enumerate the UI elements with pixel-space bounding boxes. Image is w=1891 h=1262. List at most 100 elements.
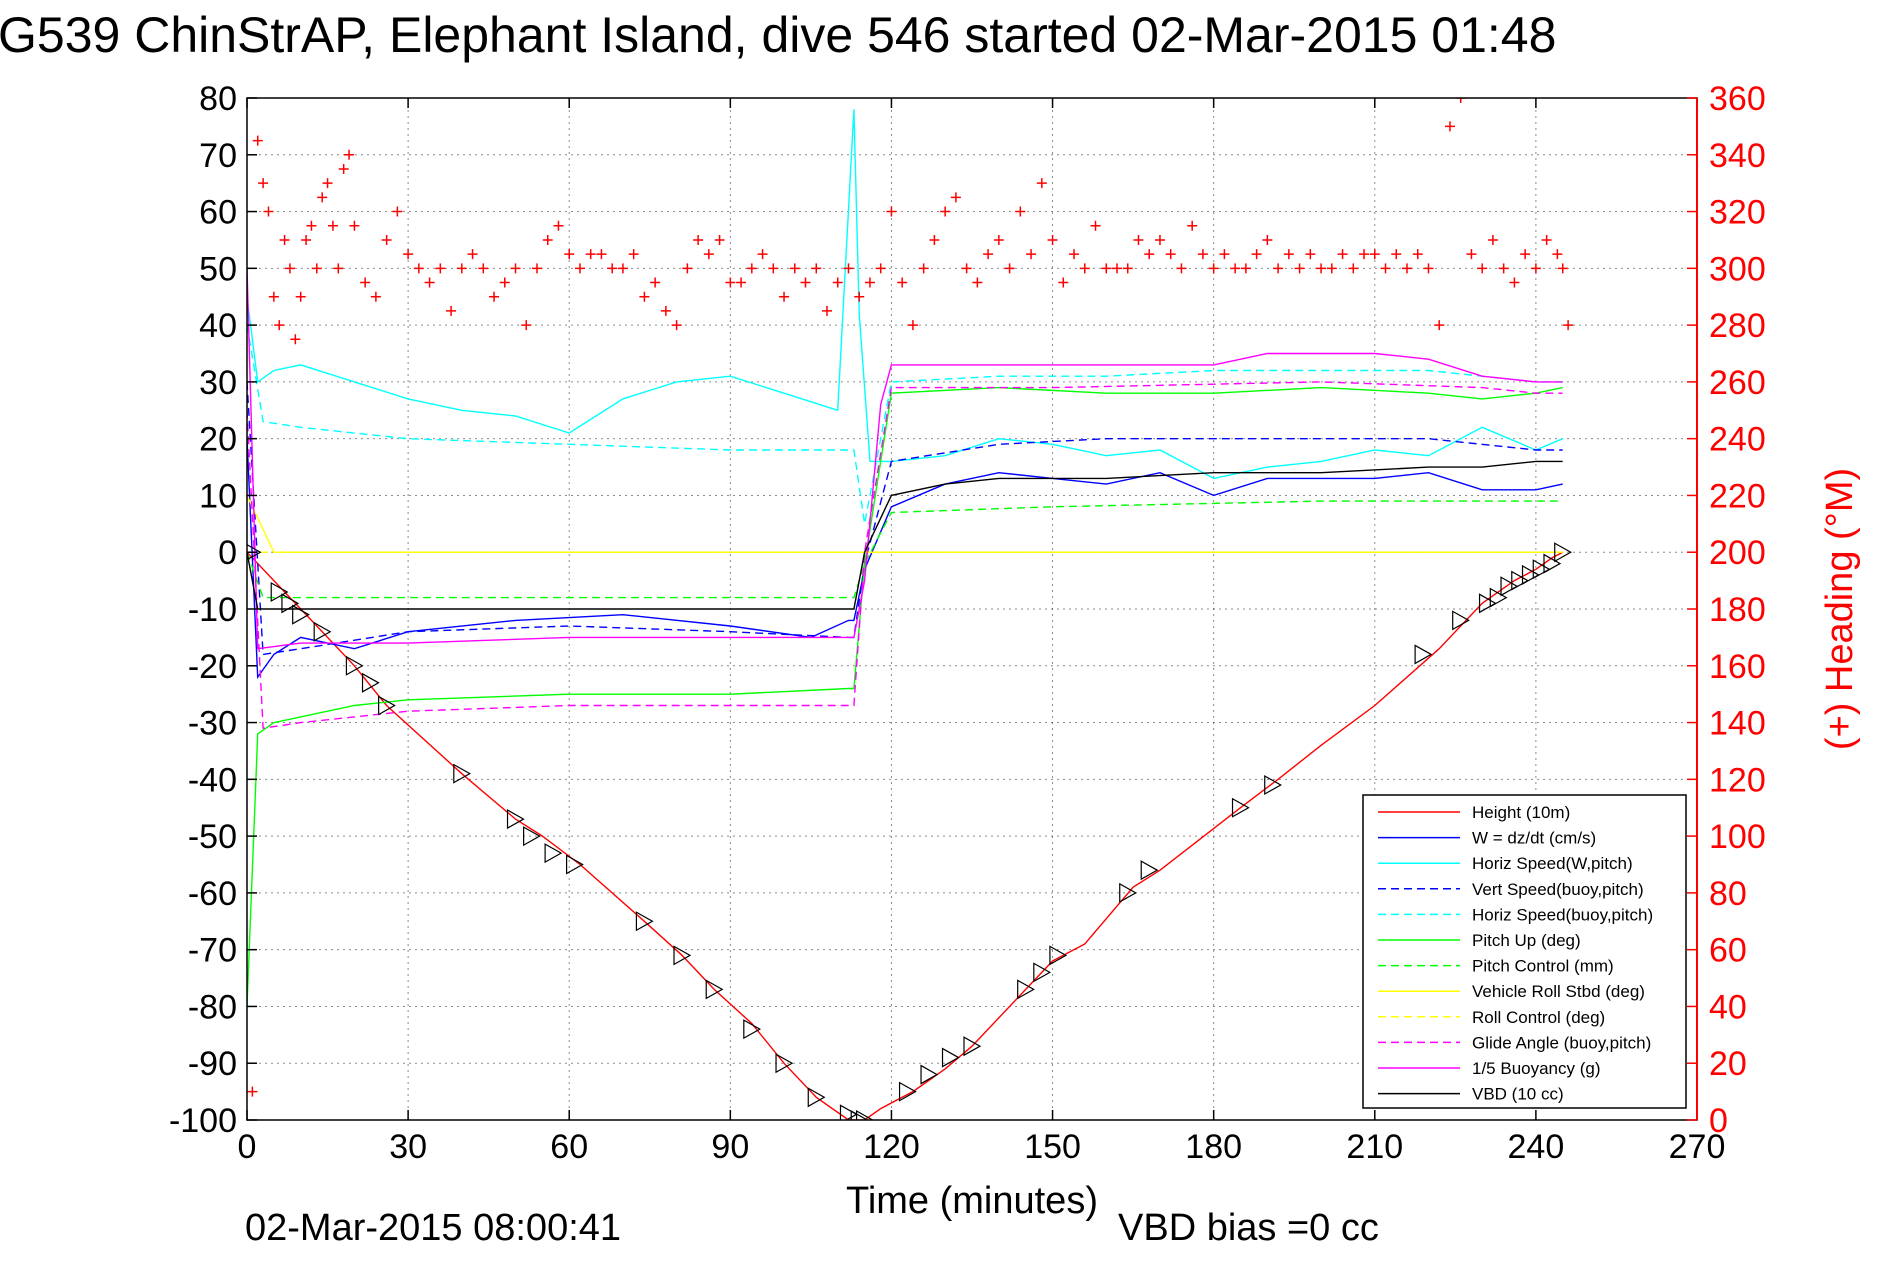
heading-marker <box>574 263 585 274</box>
heading-marker <box>822 305 832 316</box>
heading-marker <box>1251 249 1262 260</box>
right-tick-label: 100 <box>1709 818 1766 856</box>
right-tick-label: 60 <box>1709 932 1747 970</box>
heading-marker <box>1283 249 1294 260</box>
heading-marker <box>897 277 908 288</box>
triangle-marker <box>1452 610 1470 631</box>
heading-marker <box>961 263 972 274</box>
heading-marker <box>907 320 918 331</box>
right-tick-label: 200 <box>1709 534 1766 572</box>
heading-marker <box>972 277 983 288</box>
triangle-marker <box>544 843 563 864</box>
heading-marker <box>553 220 564 231</box>
right-tick-label: 220 <box>1709 477 1766 515</box>
right-tick-label: 160 <box>1709 648 1766 686</box>
triangle-marker <box>361 672 380 693</box>
heading-marker <box>1208 263 1219 274</box>
x-tick-label: 120 <box>863 1128 920 1166</box>
heading-marker <box>1455 98 1466 103</box>
y-tick-label: -50 <box>188 818 237 856</box>
heading-marker <box>247 1086 258 1097</box>
heading-marker <box>1466 249 1477 260</box>
triangle-marker <box>963 1036 982 1057</box>
legend-label-7: Vehicle Roll Stbd (deg) <box>1472 982 1645 1001</box>
heading-marker <box>263 206 274 217</box>
x-tick-label: 240 <box>1508 1128 1565 1166</box>
heading-marker <box>1316 263 1327 274</box>
legend-box <box>1362 794 1687 1109</box>
heading-marker <box>639 291 650 302</box>
plot-area <box>246 97 1698 1121</box>
y-tick-label: 20 <box>199 421 237 459</box>
right-tick-label: 340 <box>1709 137 1766 175</box>
heading-marker <box>628 249 639 260</box>
heading-marker <box>467 249 478 260</box>
heading-marker <box>1359 249 1370 260</box>
heading-marker <box>306 220 317 231</box>
triangle-marker <box>1500 576 1519 597</box>
heading-marker <box>360 277 371 288</box>
heading-marker <box>1563 320 1574 331</box>
chart-title: G539 ChinStrAP, Elephant Island, dive 54… <box>0 7 1556 63</box>
triangle-marker <box>855 1109 874 1120</box>
heading-marker <box>1402 263 1412 274</box>
triangle-marker <box>247 544 262 561</box>
heading-marker <box>1197 249 1208 260</box>
x-tick-label: 0 <box>238 1128 257 1166</box>
heading-marker <box>1380 263 1391 274</box>
heading-marker <box>311 263 322 274</box>
legend-label-8: Roll Control (deg) <box>1472 1008 1605 1027</box>
heading-marker <box>886 206 897 217</box>
series-line-2 <box>247 109 1563 480</box>
heading-marker <box>1230 263 1241 274</box>
triangle-marker <box>1521 564 1540 585</box>
triangle-marker <box>1140 860 1159 881</box>
triangle-marker <box>807 1087 826 1108</box>
heading-marker <box>317 192 328 203</box>
y-tick-label: -40 <box>188 761 237 799</box>
heading-marker <box>1101 263 1112 274</box>
heading-marker <box>1026 249 1037 260</box>
triangle-marker <box>506 809 525 830</box>
triangle-marker <box>1478 593 1497 614</box>
heading-marker <box>864 277 875 288</box>
series-line-3 <box>247 381 1563 656</box>
heading-marker <box>1530 263 1541 274</box>
heading-marker <box>392 206 403 217</box>
heading-marker <box>617 263 628 274</box>
triangle-marker <box>1033 962 1052 983</box>
heading-marker <box>1348 263 1359 274</box>
heading-marker <box>456 263 467 274</box>
triangle-marker <box>1489 587 1508 608</box>
heading-marker <box>1112 263 1122 274</box>
triangle-marker <box>1264 774 1282 796</box>
heading-marker <box>1498 263 1509 274</box>
heading-marker <box>1552 249 1563 260</box>
heading-marker <box>1509 277 1520 288</box>
series-line-11 <box>247 460 1563 610</box>
heading-marker <box>1133 234 1144 245</box>
y-tick-label: 40 <box>199 307 237 345</box>
heading-marker <box>1219 249 1230 260</box>
heading-marker <box>1122 263 1133 274</box>
heading-marker <box>381 234 392 245</box>
right-tick-label: 180 <box>1709 591 1766 629</box>
triangle-marker <box>270 581 289 602</box>
triangle-marker <box>345 655 364 676</box>
heading-marker <box>1058 277 1069 288</box>
heading-marker <box>301 234 312 245</box>
heading-marker <box>607 263 618 274</box>
series-line-0 <box>247 551 1564 1120</box>
heading-marker <box>1412 249 1423 260</box>
triangle-marker <box>673 945 692 966</box>
heading-marker <box>918 263 929 274</box>
right-tick-label: 320 <box>1709 194 1766 232</box>
vbd-bias-note: VBD bias =0 cc <box>1118 1207 1379 1249</box>
heading-marker <box>1144 249 1155 260</box>
triangle-marker <box>775 1053 794 1074</box>
heading-marker <box>1487 234 1498 245</box>
heading-marker <box>725 277 736 288</box>
heading-marker <box>1047 234 1058 245</box>
triangle-marker <box>1532 559 1551 580</box>
